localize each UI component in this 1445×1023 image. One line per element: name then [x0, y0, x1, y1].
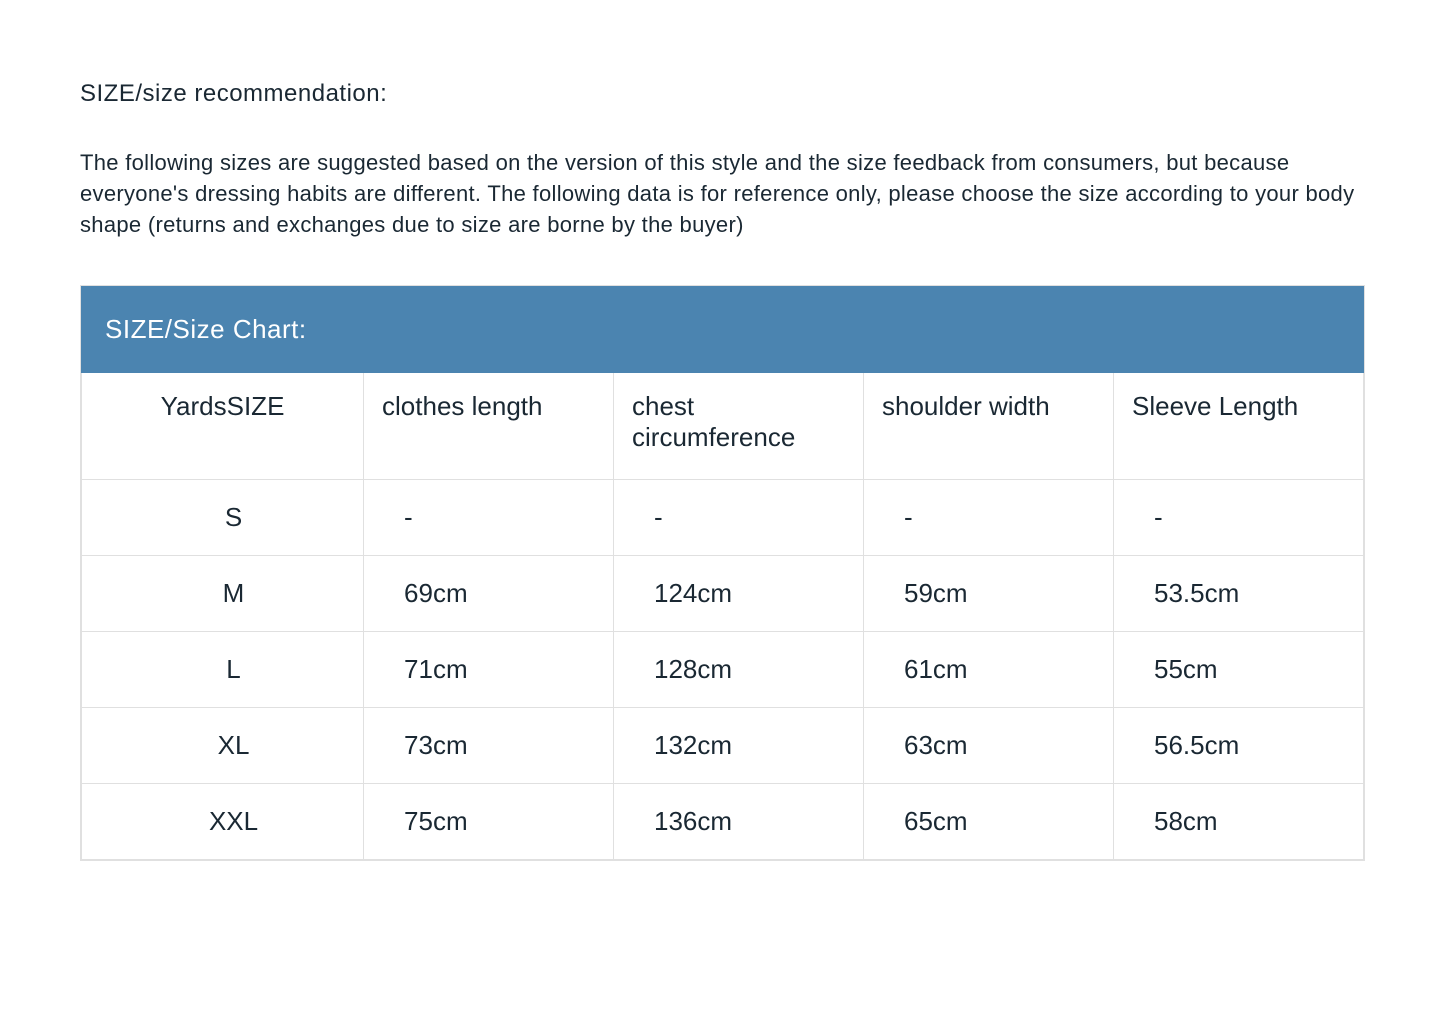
table-body: S - - - - M 69cm 124cm 59cm 53.5cm L 71c…: [82, 480, 1364, 860]
cell-sleeve: 53.5cm: [1113, 556, 1363, 632]
cell-size: L: [82, 632, 364, 708]
cell-shoulder: 65cm: [864, 784, 1114, 860]
cell-chest: 128cm: [614, 632, 864, 708]
cell-shoulder: -: [864, 480, 1114, 556]
table-row: XL 73cm 132cm 63cm 56.5cm: [82, 708, 1364, 784]
column-header-size: YardsSIZE: [82, 373, 364, 480]
size-chart-table: YardsSIZE clothes length chest circumfer…: [81, 373, 1364, 860]
size-description: The following sizes are suggested based …: [80, 148, 1365, 240]
cell-shoulder: 59cm: [864, 556, 1114, 632]
cell-chest: -: [614, 480, 864, 556]
size-chart-container: SIZE/Size Chart: YardsSIZE clothes lengt…: [80, 285, 1365, 861]
cell-clothes-length: 73cm: [364, 708, 614, 784]
cell-size: XXL: [82, 784, 364, 860]
cell-clothes-length: 69cm: [364, 556, 614, 632]
table-row: M 69cm 124cm 59cm 53.5cm: [82, 556, 1364, 632]
cell-clothes-length: -: [364, 480, 614, 556]
cell-chest: 132cm: [614, 708, 864, 784]
cell-sleeve: 56.5cm: [1113, 708, 1363, 784]
column-header-clothes-length: clothes length: [364, 373, 614, 480]
size-chart-banner: SIZE/Size Chart:: [81, 286, 1364, 373]
cell-chest: 124cm: [614, 556, 864, 632]
column-header-shoulder: shoulder width: [864, 373, 1114, 480]
cell-sleeve: -: [1113, 480, 1363, 556]
cell-shoulder: 63cm: [864, 708, 1114, 784]
table-header-row: YardsSIZE clothes length chest circumfer…: [82, 373, 1364, 480]
cell-sleeve: 58cm: [1113, 784, 1363, 860]
table-row: S - - - -: [82, 480, 1364, 556]
table-row: L 71cm 128cm 61cm 55cm: [82, 632, 1364, 708]
cell-size: M: [82, 556, 364, 632]
cell-clothes-length: 75cm: [364, 784, 614, 860]
cell-shoulder: 61cm: [864, 632, 1114, 708]
cell-size: S: [82, 480, 364, 556]
column-header-chest: chest circumference: [614, 373, 864, 480]
column-header-sleeve: Sleeve Length: [1113, 373, 1363, 480]
table-row: XXL 75cm 136cm 65cm 58cm: [82, 784, 1364, 860]
cell-chest: 136cm: [614, 784, 864, 860]
cell-sleeve: 55cm: [1113, 632, 1363, 708]
cell-clothes-length: 71cm: [364, 632, 614, 708]
size-recommendation-heading: SIZE/size recommendation:: [80, 80, 1365, 108]
cell-size: XL: [82, 708, 364, 784]
